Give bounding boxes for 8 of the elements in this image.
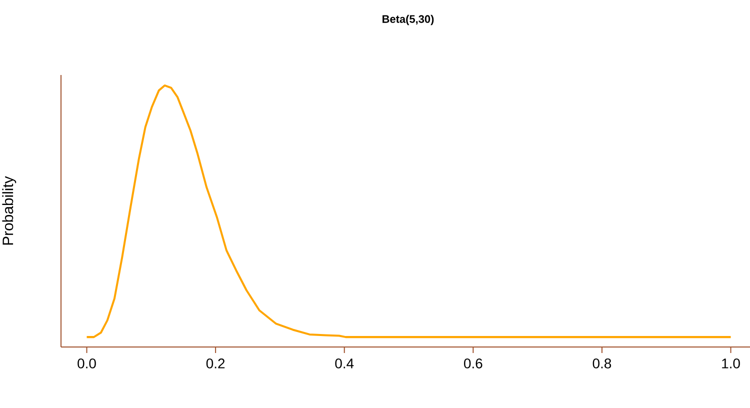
x-tick-label: 0.6 [464,358,482,368]
y-axis-title: Probability [2,176,16,245]
x-tick-label: 0.0 [78,358,96,368]
x-tick-label: 0.2 [206,358,225,368]
x-tick-label: 0.8 [592,358,612,368]
chart-title: Beta(5,30) [382,14,434,26]
x-tick-label: 1.0 [722,358,740,368]
x-tick-label: 0.4 [335,358,354,368]
